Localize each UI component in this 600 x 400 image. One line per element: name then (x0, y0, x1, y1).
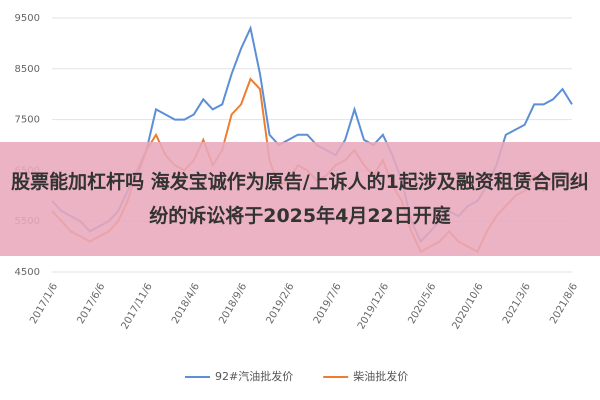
x-tick-label: 2021/3/6 (501, 282, 533, 326)
x-tick-label: 2017/6/6 (75, 282, 107, 326)
x-tick-label: 2021/8/6 (548, 282, 580, 326)
banner-text: 股票能加杠杆吗 海发宝诚作为原告/上诉人的1起涉及融资租赁合同纠纷的诉讼将于20… (11, 171, 589, 227)
y-tick-label: 7500 (15, 115, 40, 126)
y-tick-label: 9500 (15, 13, 40, 24)
legend-label: 柴油批发价 (353, 369, 408, 383)
x-tick-label: 2019/2/6 (265, 282, 297, 326)
x-tick-label: 2019/7/6 (312, 282, 344, 326)
x-tick-label: 2017/11/6 (120, 282, 155, 332)
y-tick-label: 8500 (15, 64, 40, 75)
x-tick-label: 2017/1/6 (28, 282, 60, 326)
x-tick-label: 2020/5/6 (406, 282, 438, 326)
x-tick-label: 2019/12/6 (356, 282, 391, 332)
y-tick-label: 4500 (15, 267, 40, 278)
x-tick-label: 2018/9/6 (217, 282, 249, 326)
x-tick-label: 2020/10/6 (450, 282, 485, 332)
banner: 股票能加杠杆吗 海发宝诚作为原告/上诉人的1起涉及融资租赁合同纠纷的诉讼将于20… (0, 142, 600, 256)
x-tick-label: 2018/4/6 (170, 282, 202, 326)
legend-label: 92#汽油批发价 (215, 369, 293, 383)
